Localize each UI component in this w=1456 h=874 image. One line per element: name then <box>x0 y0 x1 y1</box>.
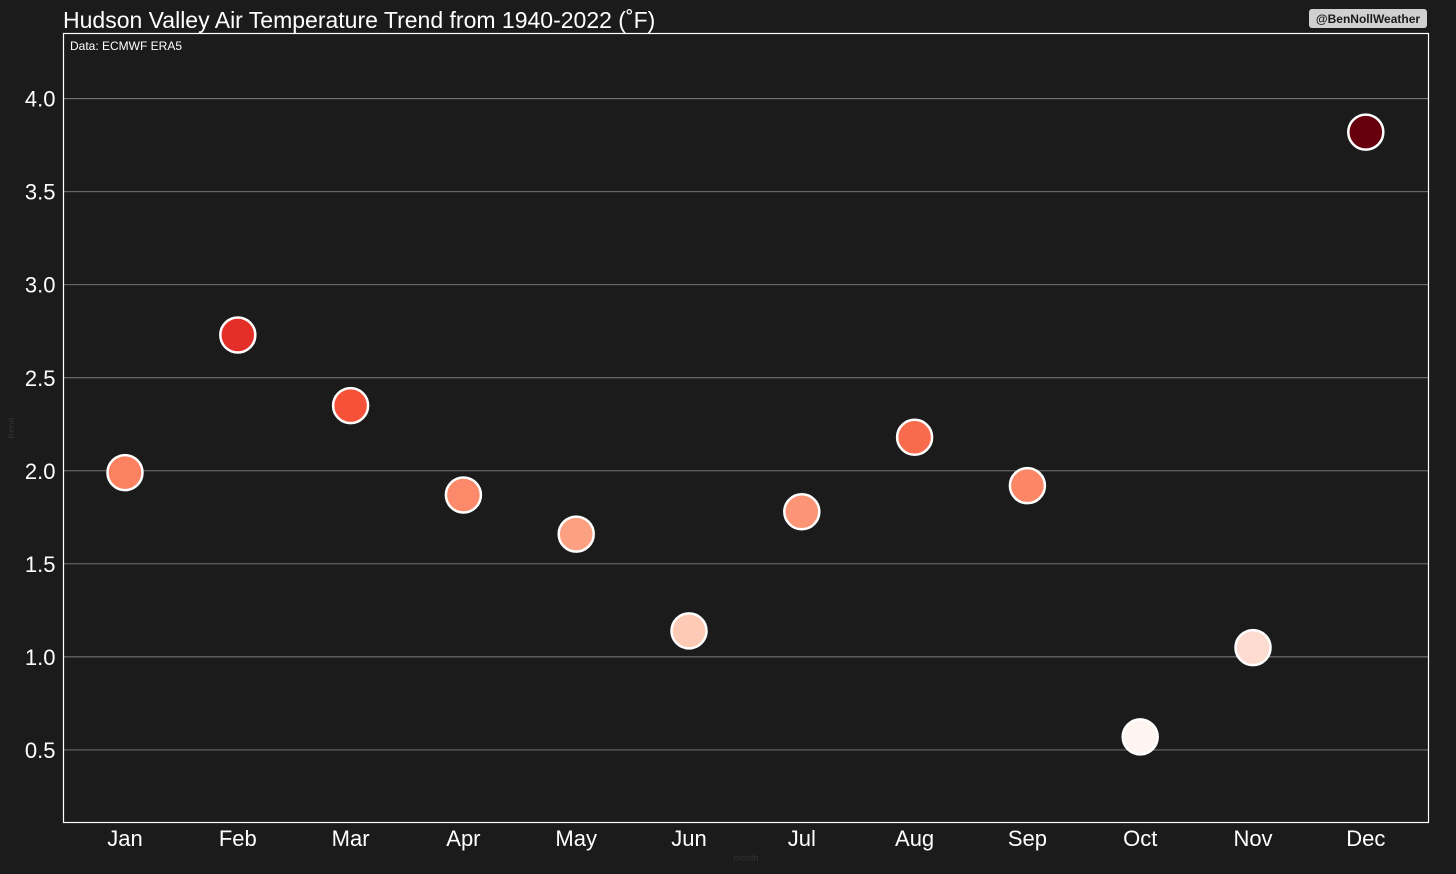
data-point-dec <box>1347 113 1385 151</box>
data-point-jul <box>783 492 821 531</box>
y-tick-labels: 0.5 1.0 1.5 2.0 2.5 3.0 3.5 4.0 <box>25 87 56 763</box>
data-point-nov <box>1234 628 1272 667</box>
data-point-feb <box>219 316 257 354</box>
x-tick-label: Dec <box>1346 826 1385 851</box>
y-tick-label: 4.0 <box>25 87 56 112</box>
x-tick-label: Apr <box>446 826 480 851</box>
x-tick-label: Jan <box>107 826 142 851</box>
gridlines <box>63 98 1429 751</box>
chart-title: Hudson Valley Air Temperature Trend from… <box>63 7 655 33</box>
data-point-may <box>557 515 595 553</box>
x-tick-label: Jul <box>788 826 816 851</box>
x-tick-label: May <box>555 826 597 851</box>
y-tick-label: 1.5 <box>25 552 56 577</box>
y-axis-label: trend <box>6 418 16 439</box>
data-point-oct <box>1121 718 1159 756</box>
author-handle-badge <box>1309 9 1427 28</box>
x-tick-label: Sep <box>1008 826 1047 851</box>
data-point-sep <box>1008 466 1047 505</box>
x-axis-label: month <box>733 853 758 863</box>
data-point-jun <box>670 612 708 650</box>
author-handle: @BenNollWeather <box>1316 12 1420 26</box>
y-tick-label: 3.0 <box>25 273 56 298</box>
y-tick-label: 3.5 <box>25 180 56 205</box>
x-tick-label: Jun <box>671 826 706 851</box>
x-tick-labels: Jan Feb Mar Apr May Jun Jul Aug Sep Oct Nov Dec <box>107 826 1385 851</box>
data-points <box>106 113 1385 756</box>
x-tick-label: Feb <box>219 826 257 851</box>
x-tick-label: Aug <box>895 826 934 851</box>
plot-area-frame <box>62 32 1430 824</box>
data-point-mar <box>331 386 370 425</box>
x-tick-label: Mar <box>332 826 370 851</box>
x-tick-label: Oct <box>1123 826 1157 851</box>
x-tick-label: Nov <box>1233 826 1272 851</box>
y-tick-label: 2.5 <box>25 366 56 391</box>
y-tick-label: 0.5 <box>25 738 56 763</box>
y-tick-label: 2.0 <box>25 459 56 484</box>
data-point-jan <box>106 453 144 492</box>
data-point-aug <box>895 418 934 457</box>
y-tick-label: 1.0 <box>25 645 56 670</box>
data-point-apr <box>444 476 483 514</box>
data-source-label: Data: ECMWF ERA5 <box>70 39 182 53</box>
